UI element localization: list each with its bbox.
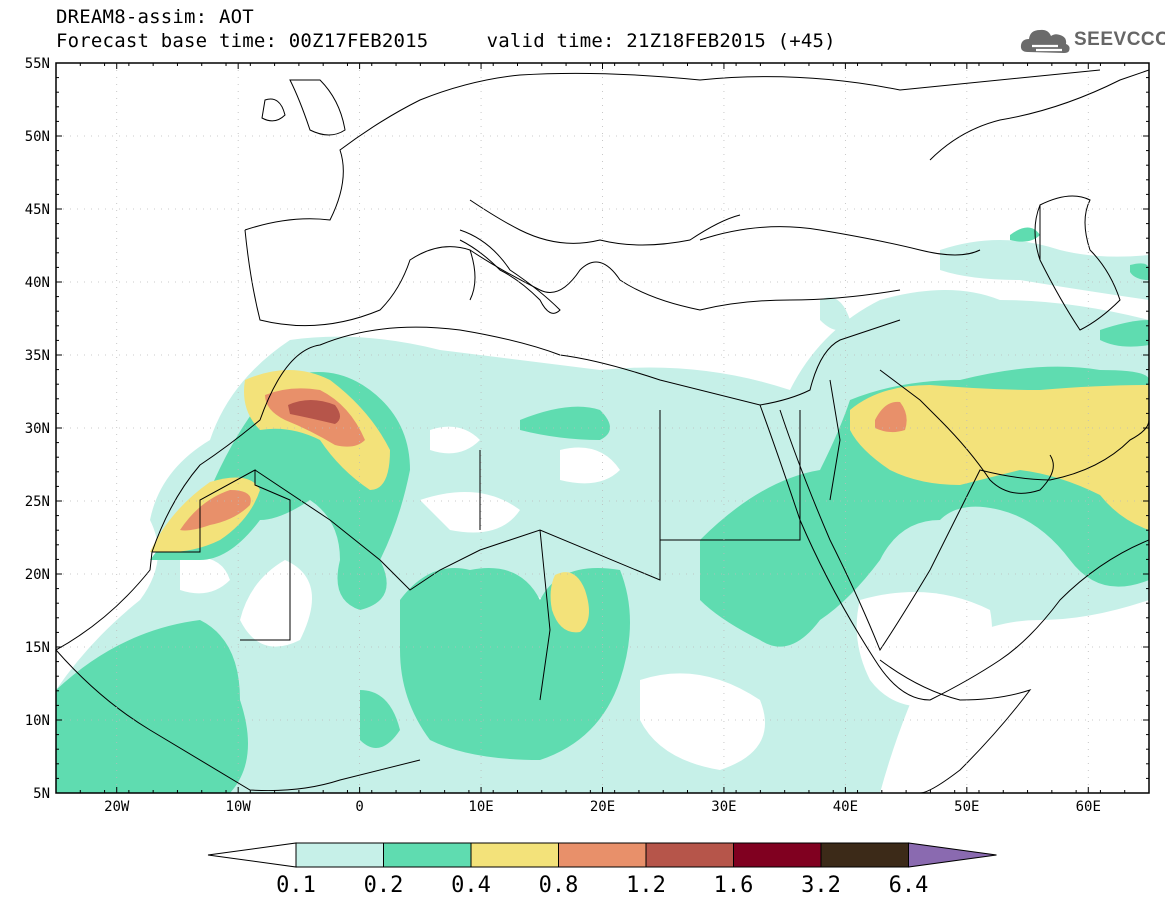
- longitude-labels: 20W 10W 0 10E 20E 30E 40E 50E 60E: [104, 799, 1101, 815]
- colorbar-segment: [733, 842, 822, 868]
- coastlines-and-borders: [56, 69, 1149, 793]
- lon-tick-label: 20E: [590, 799, 615, 815]
- lat-tick-label: 50N: [25, 129, 50, 145]
- lon-tick-label: 10W: [226, 799, 252, 815]
- colorbar-label: 1.2: [626, 873, 666, 898]
- lat-tick-label: 45N: [25, 202, 50, 218]
- colorbar-segment: [645, 842, 734, 868]
- lon-tick-label: 0: [355, 799, 363, 815]
- colorbar-segment: [295, 842, 384, 868]
- lat-tick-label: 15N: [25, 640, 50, 656]
- colorbar-label: 0.1: [276, 873, 316, 898]
- lat-tick-label: 35N: [25, 348, 50, 364]
- map-subtitle: Forecast base time: 00Z17FEB2015 valid t…: [56, 30, 836, 52]
- map-title: DREAM8-assim: AOT: [56, 6, 254, 28]
- graticule: [56, 63, 1149, 793]
- colorbar-label: 6.4: [889, 873, 929, 898]
- latitude-labels: 55N 50N 45N 40N 35N 30N 25N 20N 15N 10N 5N: [25, 56, 50, 802]
- logo-text: SEEVCCC: [1074, 29, 1165, 50]
- colorbar-segment: [558, 842, 647, 868]
- lon-tick-label: 20W: [104, 799, 130, 815]
- colorbar-segment: [383, 842, 472, 868]
- axis-ticks: [55, 62, 1150, 794]
- lon-tick-label: 50E: [954, 799, 979, 815]
- aot-level-1.2: [288, 400, 340, 424]
- colorbar-label: 0.2: [364, 873, 404, 898]
- colorbar-segment: [470, 842, 559, 868]
- lat-tick-label: 55N: [25, 56, 50, 72]
- colorbar-label: 1.6: [714, 873, 754, 898]
- colorbar-segment: [820, 842, 909, 868]
- colorbar: [207, 842, 997, 868]
- lat-tick-label: 5N: [33, 786, 50, 802]
- lon-tick-label: 60E: [1076, 799, 1101, 815]
- colorbar-over-arrow: [908, 842, 997, 868]
- lat-tick-label: 25N: [25, 494, 50, 510]
- colorbar-label: 3.2: [801, 873, 841, 898]
- lat-tick-label: 30N: [25, 421, 50, 437]
- colorbar-label: 0.4: [451, 873, 491, 898]
- colorbar-labels: 0.1 0.2 0.4 0.8 1.2 1.6 3.2 6.4: [276, 873, 928, 898]
- seevccc-logo: SEEVCCC: [1018, 24, 1165, 58]
- cloud-icon: [1020, 29, 1070, 53]
- lat-tick-label: 20N: [25, 567, 50, 583]
- lon-tick-label: 30E: [711, 799, 736, 815]
- lat-tick-label: 10N: [25, 713, 50, 729]
- aot-gaps: [180, 426, 992, 770]
- lat-tick-label: 40N: [25, 275, 50, 291]
- colorbar-label: 0.8: [539, 873, 579, 898]
- colorbar-under-arrow: [207, 842, 297, 868]
- aot-contour-fields: [56, 227, 1149, 793]
- lon-tick-label: 10E: [468, 799, 493, 815]
- lon-tick-label: 40E: [833, 799, 858, 815]
